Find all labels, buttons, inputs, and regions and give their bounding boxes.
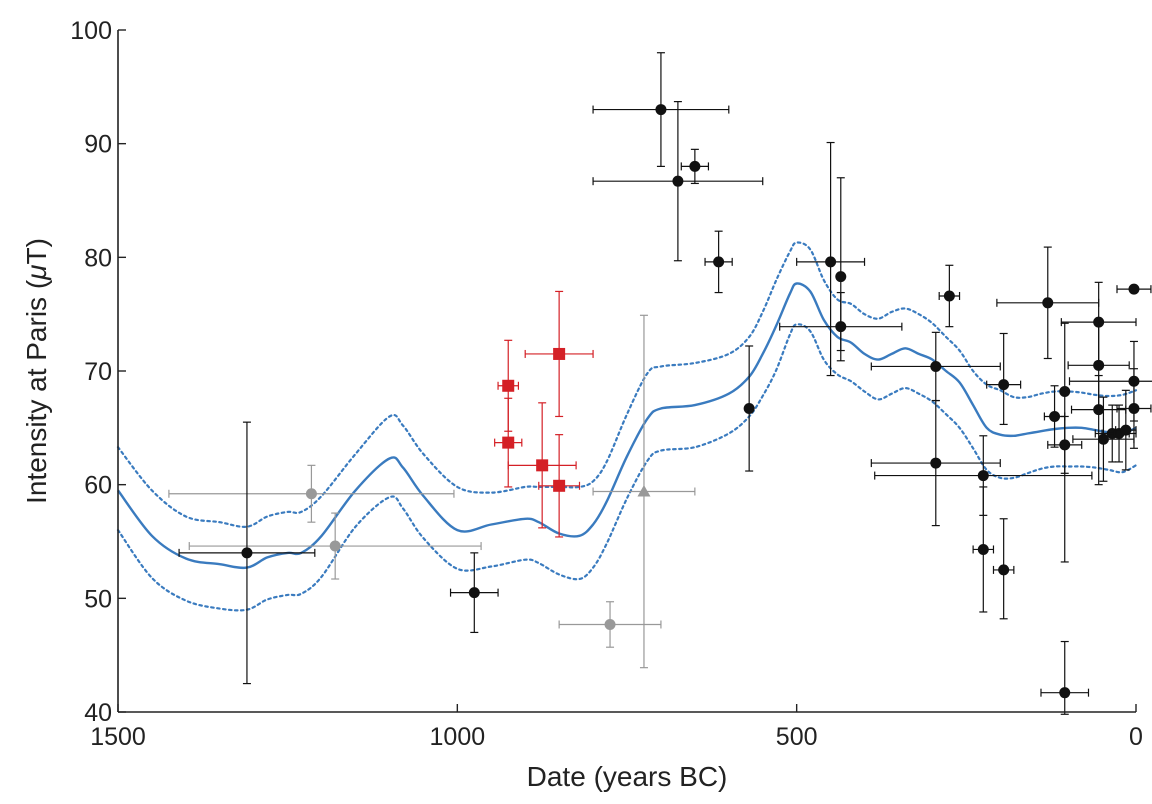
y-axis-label-mu: μ [21,265,52,281]
data-point-black-circle [796,141,866,377]
data-point-black-circle [1101,404,1137,463]
point-marker-circle [1093,404,1105,416]
point-marker-circle [835,271,847,283]
point-marker-circle [305,488,317,500]
x-tick-label: 1500 [90,723,146,751]
data-point-black-circle [178,421,316,685]
point-marker-circle [998,379,1010,391]
y-tick-label: 50 [84,585,112,613]
data-point-black-circle [1043,385,1066,448]
data-point-red-square [538,434,581,538]
point-marker-circle [977,470,989,482]
point-marker-square [502,379,515,392]
point-marker-square [536,459,549,472]
data-point-black-circle [1047,415,1083,474]
point-marker-circle [1059,687,1071,699]
x-tick-label: 0 [1129,723,1143,751]
point-marker-circle [1059,385,1071,397]
point-marker-circle [743,403,755,415]
data-point-black-circle [870,331,1001,402]
data-point-red-square [524,290,594,418]
intensity-curve-line [117,282,1137,570]
data-point-black-circle [986,332,1022,426]
x-tick-label: 500 [776,723,818,751]
data-point-black-circle [680,148,710,185]
data-point-black-circle [870,399,1001,527]
envelope-layer [116,241,1138,612]
point-marker-circle [825,256,837,268]
point-marker-circle [713,256,725,268]
data-point-black-circle [992,518,1015,620]
data-point-black-circle [1115,389,1137,471]
data-point-gray-circle [168,464,455,523]
data-point-black-circle [704,230,733,294]
y-tick-label: 90 [84,131,112,159]
point-marker-circle [655,104,667,116]
point-marker-circle [329,540,341,552]
y-axis-label: Intensity at Paris (μT) [21,238,52,504]
point-marker-circle [1042,297,1054,309]
envelope-lower-line [116,323,1138,612]
point-marker-circle [1120,424,1132,436]
data-point-black-circle [938,264,961,328]
point-marker-circle [943,290,955,302]
points-layer [168,52,1152,715]
point-marker-circle [930,457,942,469]
y-tick-label: 40 [84,699,112,727]
x-tick-label: 1000 [430,723,486,751]
point-marker-circle [689,160,701,172]
point-marker-square [502,436,515,449]
y-tick-label: 80 [84,244,112,272]
data-point-gray-circle [558,601,662,648]
data-point-gray-circle [188,512,482,580]
point-marker-circle [1097,433,1109,445]
data-point-black-circle [592,101,764,262]
data-point-black-circle [779,291,903,362]
point-marker-circle [835,321,847,333]
point-marker-square [553,347,566,360]
y-axis-label-text: Intensity at Paris ( [21,279,52,504]
point-marker-circle [672,175,684,187]
x-axis-label: Date (years BC) [527,761,728,792]
point-marker-circle [1059,439,1071,451]
y-tick-label: 100 [70,17,112,45]
point-marker-circle [468,587,480,599]
data-point-black-circle [1116,368,1152,449]
data-point-black-circle [592,52,730,167]
point-marker-circle [1128,403,1140,415]
data-point-gray-triangle [592,314,696,669]
point-marker-triangle [637,484,651,497]
point-marker-circle [930,360,942,372]
ticks-layer: 40 50 60 70 80 90 100 1500 1000 500 0 [70,17,1143,751]
point-marker-circle [998,564,1010,576]
point-marker-square [553,479,566,492]
point-marker-circle [977,543,989,555]
point-marker-circle [1049,410,1061,422]
y-tick-label: 70 [84,358,112,386]
data-point-red-square [494,397,523,488]
data-point-black-circle [1040,640,1090,715]
point-marker-circle [1128,283,1140,295]
data-point-black-circle [743,345,755,472]
data-point-black-circle [449,552,499,634]
data-point-black-circle [972,486,995,613]
y-tick-label: 60 [84,472,112,500]
data-point-black-circle [1116,283,1152,295]
data-point-red-square [507,402,577,529]
y-axis-label-unit: T) [21,238,52,264]
point-marker-circle [604,618,616,630]
point-marker-circle [241,547,253,559]
data-point-black-circle [1072,396,1135,482]
data-point-black-circle [996,246,1100,360]
envelope-upper-line [116,241,1138,528]
curve-layer [117,282,1137,570]
point-marker-circle [1093,359,1105,371]
